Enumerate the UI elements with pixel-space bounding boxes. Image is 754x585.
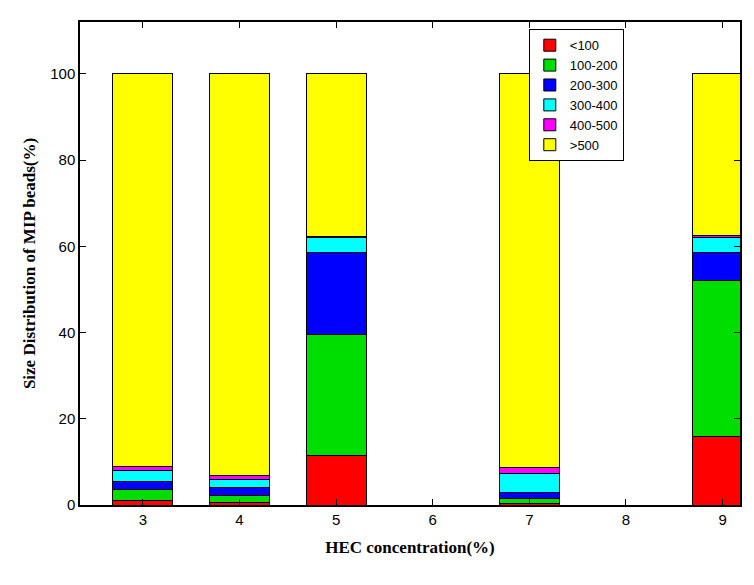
svg-text:0: 0: [67, 496, 75, 513]
svg-text:Size Distribution of MIP beads: Size Distribution of MIP beads(%): [20, 138, 39, 389]
svg-text:9: 9: [718, 511, 726, 528]
svg-text:80: 80: [59, 151, 76, 168]
svg-text:20: 20: [59, 410, 76, 427]
svg-text:100: 100: [50, 65, 75, 82]
svg-text:HEC concentration(%): HEC concentration(%): [325, 538, 495, 557]
svg-text:5: 5: [332, 511, 340, 528]
svg-text:200-300: 200-300: [570, 78, 618, 93]
svg-text:60: 60: [59, 238, 76, 255]
svg-text:400-500: 400-500: [570, 118, 618, 133]
svg-text:8: 8: [622, 511, 630, 528]
svg-text:100-200: 100-200: [570, 58, 618, 73]
svg-text:>500: >500: [570, 138, 599, 153]
svg-text:<100: <100: [570, 38, 599, 53]
svg-text:300-400: 300-400: [570, 98, 618, 113]
svg-text:4: 4: [235, 511, 243, 528]
svg-text:3: 3: [139, 511, 147, 528]
svg-text:7: 7: [525, 511, 533, 528]
svg-text:6: 6: [429, 511, 437, 528]
svg-text:40: 40: [59, 324, 76, 341]
